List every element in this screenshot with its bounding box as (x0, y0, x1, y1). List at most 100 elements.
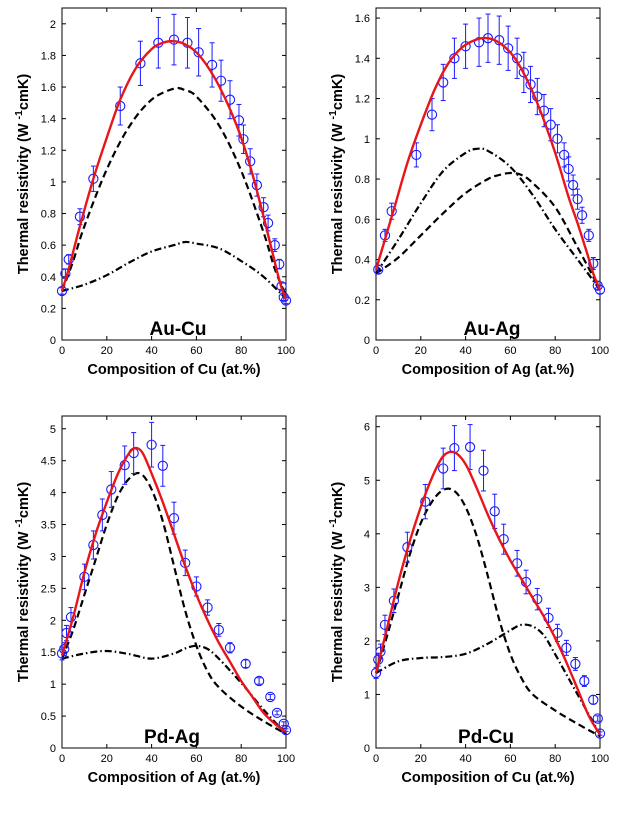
plot-area (61, 415, 287, 749)
data-point-marker (411, 149, 422, 161)
y-tick-label: 1.5 (41, 647, 56, 659)
x-tick-label: 0 (373, 753, 379, 765)
data-point-marker (379, 619, 391, 630)
x-tick-label: 40 (459, 345, 471, 357)
x-tick-label: 60 (504, 753, 516, 765)
y-tick-label: 3 (364, 582, 370, 594)
y-tick-label: 5 (50, 424, 56, 436)
x-tick-label: 80 (235, 753, 247, 765)
data-point-marker (262, 217, 274, 229)
panel-title: Au-Cu (150, 319, 207, 340)
data-point-marker (56, 285, 68, 297)
data-point-marker (594, 728, 606, 739)
y-tick-label: 2 (50, 19, 56, 31)
data-point-marker (489, 506, 500, 517)
x-tick-label: 0 (59, 345, 65, 357)
data-point-marker (146, 439, 157, 450)
x-tick-label: 20 (415, 345, 427, 357)
y-tick-label: 1.6 (355, 13, 370, 25)
y-tick-label: 0 (364, 743, 370, 755)
data-point-marker (157, 460, 168, 471)
data-point-marker (563, 163, 574, 175)
y-tick-label: 1.4 (355, 53, 370, 65)
x-tick-label: 100 (277, 345, 295, 357)
fit-curve (60, 446, 287, 733)
dashed-curve (374, 487, 601, 738)
data-point-marker (583, 230, 594, 241)
data-point-marker (97, 509, 108, 521)
x-tick-label: 20 (415, 753, 427, 765)
data-point-marker (278, 718, 289, 729)
data-point-marker (464, 441, 476, 453)
data-point-marker (271, 707, 283, 719)
y-tick-label: 3.5 (41, 520, 56, 532)
x-tick-label: 100 (591, 753, 609, 765)
y-tick-label: 0 (50, 335, 56, 347)
x-tick-label: 60 (190, 345, 202, 357)
dashdot-curve (375, 147, 601, 291)
data-point-marker (592, 713, 603, 724)
data-point-marker (253, 675, 265, 687)
plot-area (375, 415, 601, 749)
x-tick-label: 0 (373, 345, 379, 357)
y-tick-label: 1.2 (355, 94, 370, 106)
y-tick-label: 2.5 (41, 583, 56, 595)
data-point-marker (570, 658, 581, 670)
x-tick-label: 0 (59, 753, 65, 765)
dashdot-curve (61, 240, 287, 300)
x-tick-label: 60 (504, 345, 516, 357)
y-axis-label: Thermal resistivity (W -1cmK) (327, 74, 346, 274)
data-point-marker (576, 210, 588, 221)
x-tick-label: 80 (235, 345, 247, 357)
fit-curve (374, 36, 602, 291)
y-tick-label: 1.2 (41, 145, 56, 157)
panel-title: Pd-Cu (458, 727, 514, 748)
y-tick-label: 0.8 (41, 209, 56, 221)
dashdot-curve (61, 644, 287, 735)
panel-title: Au-Ag (464, 319, 521, 340)
data-point-marker (579, 675, 590, 687)
data-point-marker (438, 463, 449, 474)
x-tick-label: 40 (145, 753, 157, 765)
x-tick-label: 40 (145, 345, 157, 357)
data-point-marker (265, 691, 276, 703)
data-point-marker (552, 133, 563, 144)
y-axis-label: Thermal resistivity (W -1cmK) (13, 482, 32, 682)
y-tick-label: 0.6 (41, 240, 56, 252)
panel-pd-ag: 0 20 40 60 80 100 0 0.5 1 1.5 2 2.5 3 3.5 4 4.5 5 Composi… (13, 415, 295, 786)
plot-area (61, 7, 287, 341)
x-axis-label: Composition of Ag (at.%) (88, 770, 261, 786)
data-point-marker (258, 202, 269, 213)
data-point-marker (426, 109, 438, 120)
y-tick-label: 3 (50, 551, 56, 563)
y-tick-label: 0.6 (355, 214, 370, 226)
x-axis-label: Composition of Cu (at.%) (87, 362, 260, 378)
x-tick-label: 20 (101, 345, 113, 357)
x-tick-label: 100 (591, 345, 609, 357)
data-point-marker (588, 258, 599, 269)
y-tick-label: 1 (50, 679, 56, 691)
dashed-curve (60, 471, 287, 735)
data-point-marker (518, 67, 529, 78)
y-axis-label: Thermal resistivity (W -1cmK) (327, 482, 346, 682)
fit-curve (374, 450, 602, 736)
y-tick-label: 4 (50, 488, 56, 500)
y-tick-label: 0.5 (41, 711, 56, 723)
x-tick-label: 60 (190, 753, 202, 765)
y-tick-label: 1 (364, 134, 370, 146)
y-tick-label: 1 (364, 689, 370, 701)
y-tick-label: 2 (50, 615, 56, 627)
x-tick-label: 20 (101, 753, 113, 765)
data-point-marker (559, 149, 570, 161)
plot-area (375, 7, 601, 341)
data-point-marker (168, 34, 180, 45)
y-axis-label: Thermal resistivity (W -1cmK) (13, 74, 32, 274)
fit-curve (60, 39, 288, 300)
data-point-marker (588, 694, 599, 705)
dashdot-curve (375, 623, 601, 736)
data-point-marker (561, 642, 572, 654)
y-tick-label: 5 (364, 475, 370, 487)
panel-pd-cu: 0 20 40 60 80 100 0 1 2 3 4 5 6 Composition of Cu (at… (327, 415, 609, 786)
y-tick-label: 4.5 (41, 456, 56, 468)
